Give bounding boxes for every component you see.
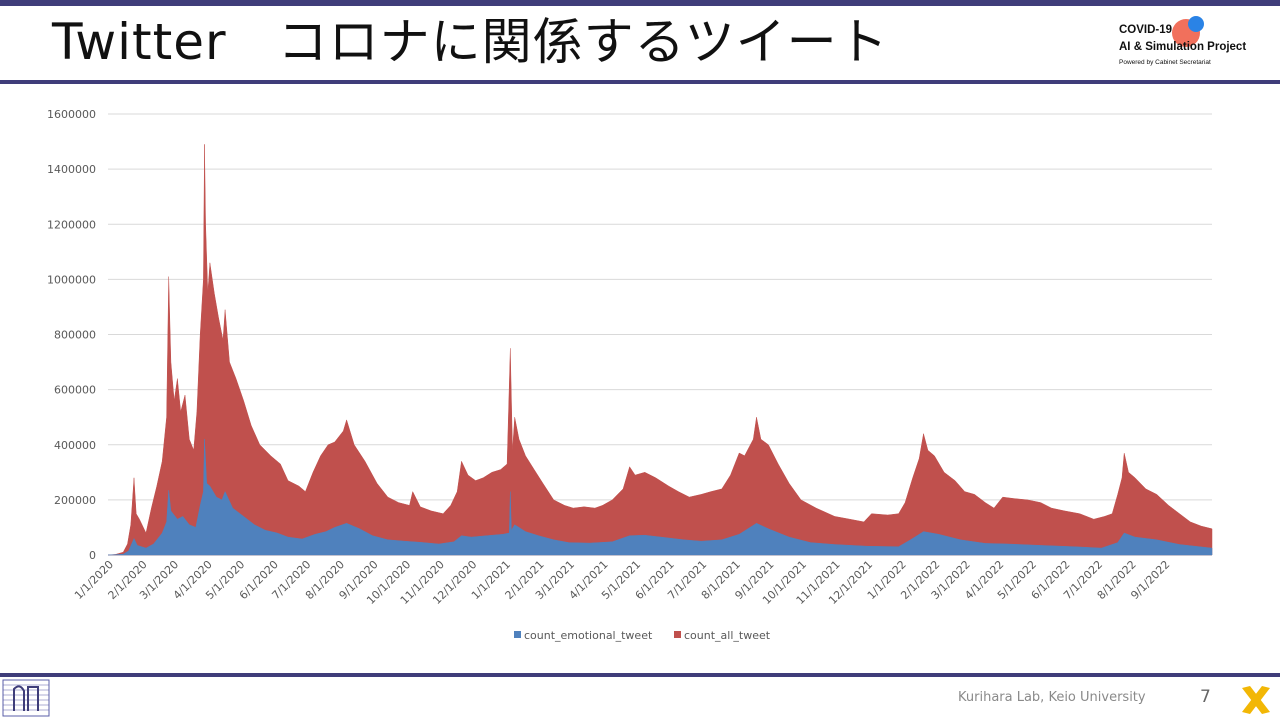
footer-credit: Kurihara Lab, Keio University — [958, 690, 1146, 705]
legend-label-count_emotional_tweet: count_emotional_tweet — [524, 629, 653, 642]
title-underline — [0, 80, 1280, 84]
y-tick-label: 600000 — [54, 384, 96, 397]
data-areas — [107, 144, 1213, 556]
y-tick-label: 1600000 — [47, 108, 96, 121]
covid-ai-project-logo: COVID-19 AI & Simulation Project Powered… — [1118, 16, 1278, 76]
logo-line-3: Powered by Cabinet Secretariat — [1119, 59, 1211, 66]
legend-swatch-count_emotional_tweet — [514, 631, 521, 638]
y-tick-label: 1000000 — [47, 273, 96, 286]
legend-swatch-count_all_tweet — [674, 631, 681, 638]
logo-blue-circle — [1188, 16, 1204, 32]
legend: count_emotional_tweet count_all_tweet — [514, 629, 771, 642]
y-tick-label: 800000 — [54, 329, 96, 342]
y-tick-label: 1200000 — [47, 218, 96, 231]
logo-line-2: AI & Simulation Project — [1119, 41, 1247, 53]
y-axis-ticks: 0 200000 400000 600000 800000 1000000 1200000 1… — [47, 108, 96, 562]
logo-line-1: COVID-19 — [1119, 24, 1173, 36]
y-tick-label: 1400000 — [47, 163, 96, 176]
x-mark-logo — [1242, 686, 1270, 714]
series-area-count_emotional_tweet — [107, 438, 1213, 556]
tweet-count-chart: 0 200000 400000 600000 800000 1000000 1200000 1… — [47, 108, 1213, 642]
x-axis-ticks: 1/1/20202/1/20203/1/20204/1/20205/1/2020… — [72, 558, 1172, 607]
footer-rule — [0, 673, 1280, 677]
series-area-count_all_tweet — [107, 144, 1213, 556]
legend-label-count_all_tweet: count_all_tweet — [684, 629, 771, 642]
kurihara-lab-logo — [2, 679, 50, 717]
top-accent-band — [0, 0, 1280, 6]
y-tick-label: 0 — [89, 549, 96, 562]
slide-title: Twitter コロナに関係するツイート — [52, 13, 889, 71]
y-tick-label: 400000 — [54, 439, 96, 452]
y-tick-label: 200000 — [54, 494, 96, 507]
page-number: 7 — [1200, 687, 1211, 707]
